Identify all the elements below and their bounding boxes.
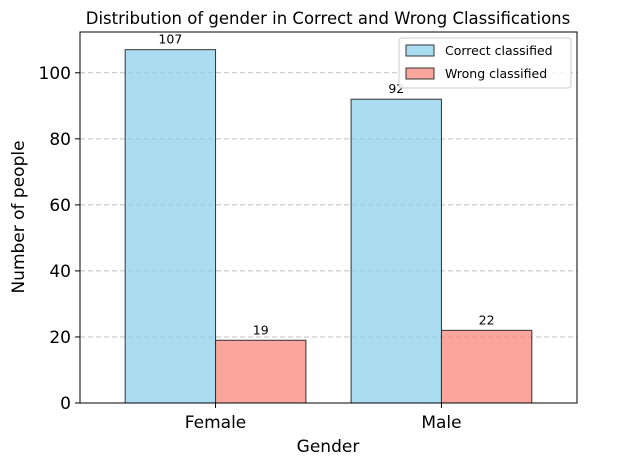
y-tick-label: 80 [49,130,71,150]
x-tick-label: Male [421,413,461,433]
data-label: 107 [158,32,182,47]
x-axis: Female Male [185,403,462,433]
y-axis-label: Number of people [9,140,29,293]
y-tick-label: 60 [49,196,71,216]
plot-frame [79,31,578,404]
data-label: 19 [253,322,269,337]
bar-wrong-female [215,339,307,404]
y-tick-label: 20 [49,328,71,348]
legend-box [398,37,572,89]
legend-label-correct: Correct classified [445,43,553,58]
data-label: 22 [479,312,495,327]
legend-swatch-wrong [405,67,435,80]
bar-correct-male [350,98,442,404]
y-tick-label: 0 [60,394,71,414]
x-tick-label: Female [185,413,246,433]
x-axis-label: Gender [297,437,360,457]
bar-correct-female [124,49,217,404]
legend-swatch-correct [405,44,435,57]
legend-label-wrong: Wrong classified [445,66,547,81]
y-tick-label: 100 [39,64,71,84]
chart-title: Distribution of gender in Correct and Wr… [86,9,570,28]
bar-wrong-male [440,329,533,404]
y-tick-label: 40 [49,262,71,282]
y-axis: 0 20 40 60 80 100 [39,64,80,414]
bars [124,49,533,404]
legend: Correct classified Wrong classified [398,37,572,89]
